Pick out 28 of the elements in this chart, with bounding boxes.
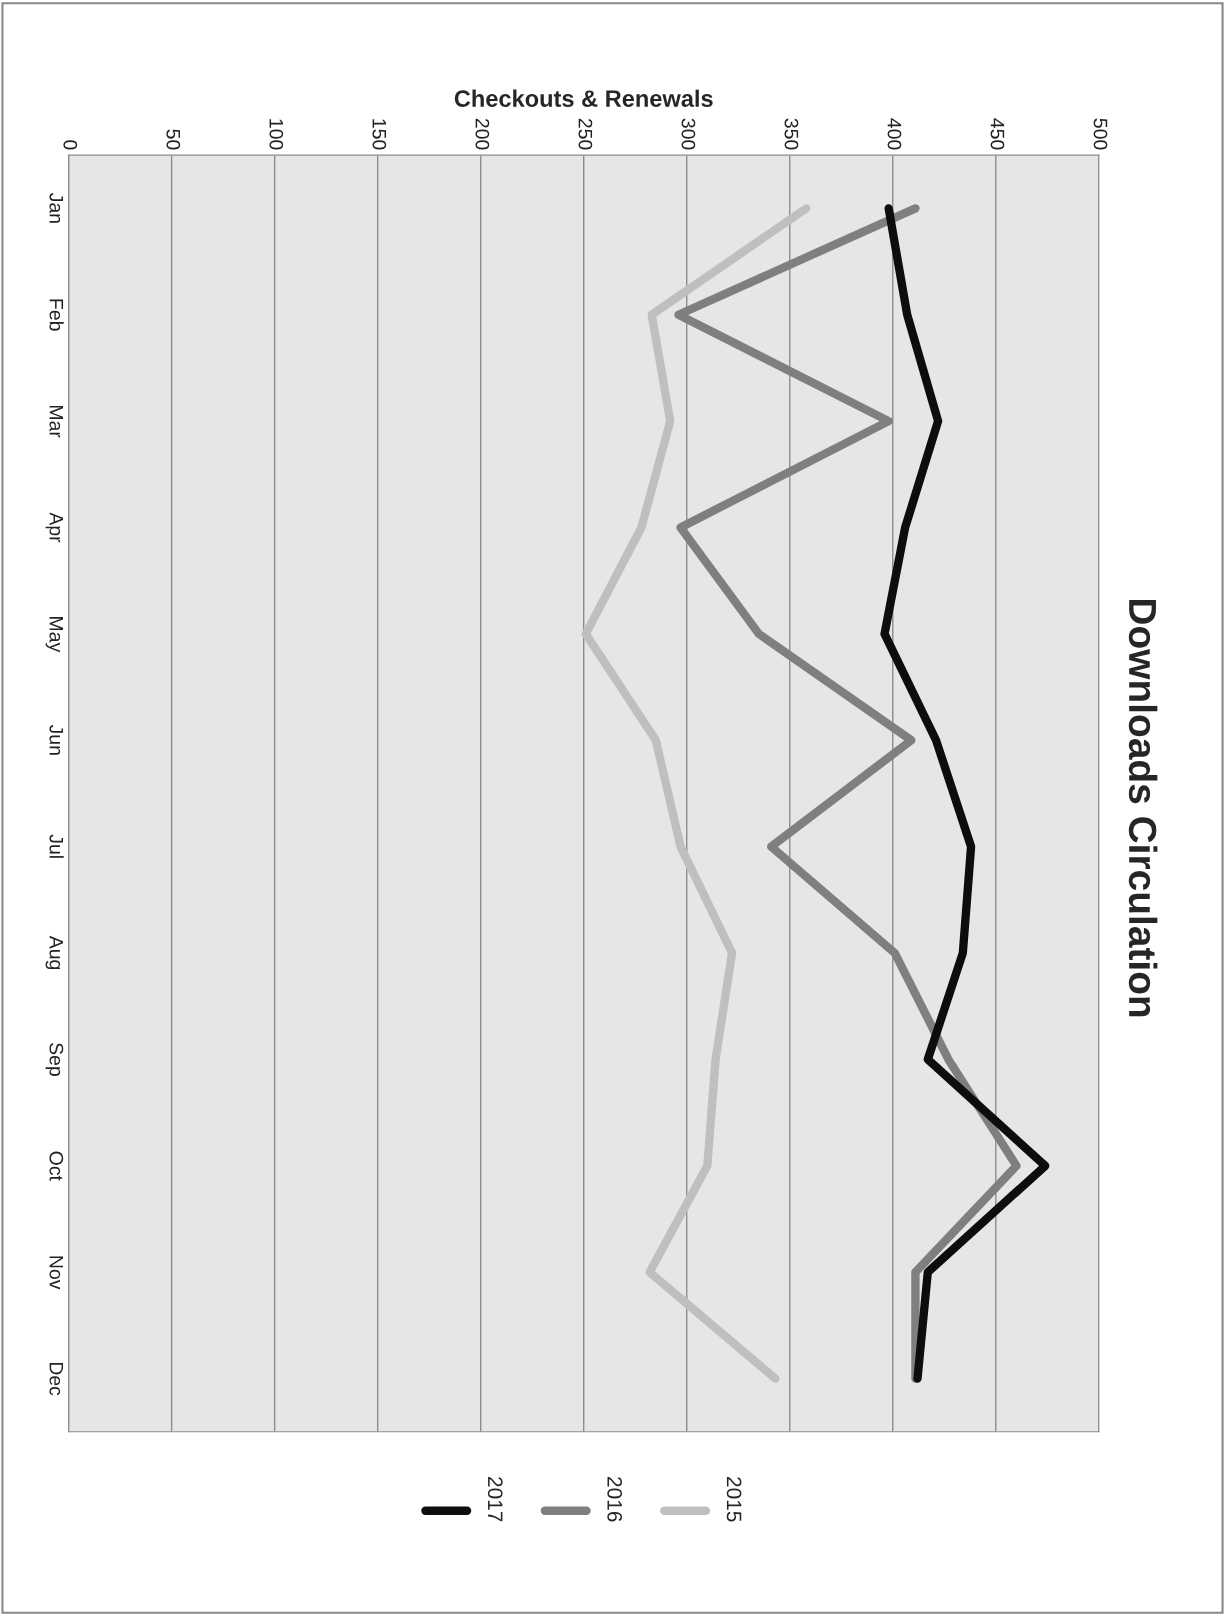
- text: Downloads Circulation: [1128, 599, 1158, 1017]
- x-axis-title: Checkouts & Renewals: [454, 89, 713, 107]
- y-tick-label: Nov: [49, 1256, 64, 1290]
- y-tick-label: Jul: [49, 834, 64, 858]
- x-tick-label: 200: [475, 118, 490, 150]
- x-tick-label: 250: [578, 118, 593, 150]
- legend-label: 2016: [607, 1477, 623, 1522]
- x-tick-label: 50: [166, 129, 181, 150]
- y-tick-label: Apr: [45, 512, 64, 543]
- x-tick-label: 400: [887, 118, 902, 150]
- y-tick-label: Feb: [49, 299, 64, 331]
- y-tick-label: Aug: [45, 935, 64, 970]
- y-tick-label: Dec: [49, 1362, 64, 1396]
- x-tick-label: 150: [372, 119, 387, 150]
- y-tick-label: Jan: [49, 192, 64, 223]
- y-tick-label: Jun: [49, 724, 64, 755]
- x-tick-label: 500: [1093, 118, 1108, 150]
- x-tick-label: 300: [681, 118, 696, 150]
- legend-label: 2017: [487, 1477, 503, 1522]
- y-tick-label: Oct: [49, 1151, 64, 1181]
- x-tick-label: 0: [63, 140, 78, 150]
- y-tick-label: Mar: [49, 405, 64, 438]
- x-tick-label: 450: [990, 118, 1005, 150]
- x-tick-label: 350: [784, 118, 799, 150]
- y-tick-label: Sep: [45, 1043, 64, 1076]
- x-tick-label: 100: [269, 119, 284, 150]
- legend-label: 2015: [726, 1477, 742, 1522]
- y-tick-label: May: [45, 617, 64, 653]
